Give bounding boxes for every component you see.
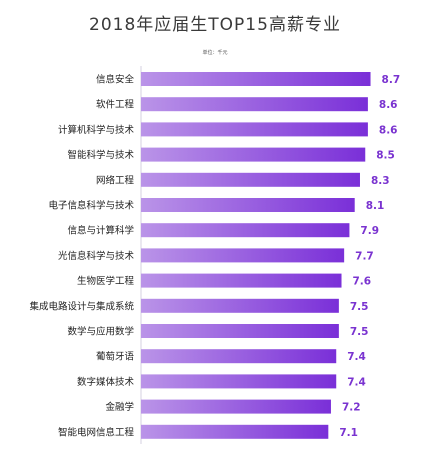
- category-label: 智能科学与技术: [67, 149, 134, 161]
- category-label: 集成电路设计与集成系统: [29, 300, 134, 312]
- value-label: 8.6: [379, 124, 398, 136]
- category-label: 光信息科学与技术: [58, 250, 135, 262]
- value-label: 7.6: [353, 276, 372, 288]
- value-label: 7.7: [355, 250, 374, 262]
- category-label: 电子信息科学与技术: [48, 200, 134, 212]
- bar: [141, 72, 371, 86]
- value-label: 7.5: [350, 326, 369, 338]
- value-label: 7.4: [347, 351, 366, 363]
- chart-title: 2018年应届生TOP15高薪专业: [89, 15, 341, 35]
- category-label: 数学与应用数学: [67, 326, 134, 338]
- bar: [141, 97, 368, 112]
- category-label: 信息安全: [96, 74, 135, 86]
- value-label: 8.1: [366, 200, 385, 212]
- category-label: 软件工程: [96, 99, 135, 111]
- category-label: 信息与计算科学: [67, 225, 134, 237]
- category-label: 生物医学工程: [77, 275, 135, 287]
- value-label: 8.7: [382, 74, 401, 86]
- bar: [141, 198, 355, 212]
- category-label: 葡萄牙语: [96, 351, 135, 363]
- bar: [141, 122, 368, 137]
- value-label: 7.5: [350, 301, 369, 313]
- bar: [141, 349, 337, 364]
- category-label: 计算机科学与技术: [58, 124, 135, 136]
- bar: [141, 248, 345, 263]
- bar: [141, 223, 350, 238]
- value-label: 8.6: [379, 99, 398, 111]
- value-label: 8.5: [376, 150, 395, 162]
- bar: [141, 424, 329, 439]
- value-label: 7.2: [342, 402, 361, 414]
- bar: [141, 298, 339, 313]
- category-label: 数字媒体技术: [77, 376, 135, 388]
- bar: [141, 147, 366, 162]
- bar: [141, 399, 331, 414]
- value-label: 7.1: [339, 427, 358, 439]
- bar: [141, 374, 337, 389]
- value-label: 8.3: [371, 175, 390, 187]
- bar: [141, 172, 360, 187]
- category-label: 智能电网信息工程: [58, 426, 135, 438]
- value-label: 7.4: [347, 376, 366, 388]
- unit-note: 单位：千元: [202, 50, 228, 56]
- value-label: 7.9: [360, 225, 379, 237]
- category-label: 金融学: [105, 401, 134, 413]
- bar: [141, 324, 339, 338]
- category-label: 网络工程: [96, 174, 135, 186]
- bars-layer: 信息安全 8.7 软件工程 8.6 计算机科学与技术 8.6 智能科学与技术 8.5 网络工程 8…: [29, 72, 400, 439]
- bar: [141, 273, 342, 288]
